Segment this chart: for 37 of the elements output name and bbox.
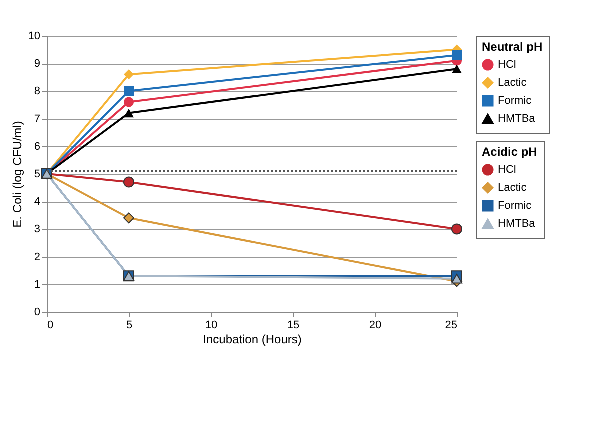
x-axis-title: Incubation (Hours): [203, 332, 302, 346]
legend-label: HCl: [498, 164, 516, 176]
text: Neutral pH: [482, 40, 543, 54]
point: [124, 97, 134, 108]
x-tick-label: 15: [287, 320, 300, 332]
y-tick-label: 2: [34, 251, 40, 264]
x-tick-label: 5: [126, 320, 133, 332]
x-tick-label: 10: [205, 320, 218, 332]
y-tick-label: 3: [34, 224, 40, 236]
x-tick-label: 0: [48, 320, 54, 332]
legend-label: HCl: [498, 59, 516, 71]
y-tick-label: 4: [34, 196, 40, 208]
y-axis-title: E. Coli (log CFU/ml): [10, 121, 24, 228]
legend-label: Lactic: [498, 77, 528, 89]
y-tick-label: 0: [34, 306, 40, 318]
y-tick-label: 6: [34, 140, 40, 153]
point: [452, 274, 462, 284]
legend-label: HMTBa: [498, 218, 536, 230]
y-tick-label: 10: [28, 30, 40, 42]
legend-label: HMTBa: [498, 113, 536, 125]
y-tick-label: 1: [34, 278, 40, 291]
point: [124, 176, 134, 188]
legend-label: Lactic: [498, 182, 528, 194]
point: [124, 212, 134, 224]
point: [452, 224, 462, 235]
point: [124, 70, 134, 80]
y-tick-label: 9: [34, 58, 40, 70]
x-tick-label: 25: [445, 320, 458, 332]
point: [452, 50, 462, 60]
y-tick-label: 8: [34, 86, 40, 98]
legend-label: Formic: [498, 200, 532, 212]
y-tick-label: 5: [34, 168, 40, 180]
text: Acidic pH: [482, 145, 538, 159]
x-tick-label: 20: [369, 320, 382, 332]
y-tick-label: 7: [34, 113, 40, 126]
legend-label: Formic: [498, 95, 532, 107]
point: [124, 86, 134, 96]
